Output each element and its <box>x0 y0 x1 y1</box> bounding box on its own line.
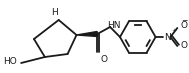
Text: −: − <box>181 16 187 25</box>
Text: H: H <box>51 8 58 17</box>
Text: HN: HN <box>107 22 121 31</box>
Polygon shape <box>77 32 97 36</box>
Text: O: O <box>180 21 187 29</box>
Text: O: O <box>100 55 107 64</box>
Text: N: N <box>164 32 171 41</box>
Text: HO: HO <box>3 58 17 67</box>
Text: +: + <box>171 28 177 34</box>
Text: O: O <box>180 41 187 50</box>
